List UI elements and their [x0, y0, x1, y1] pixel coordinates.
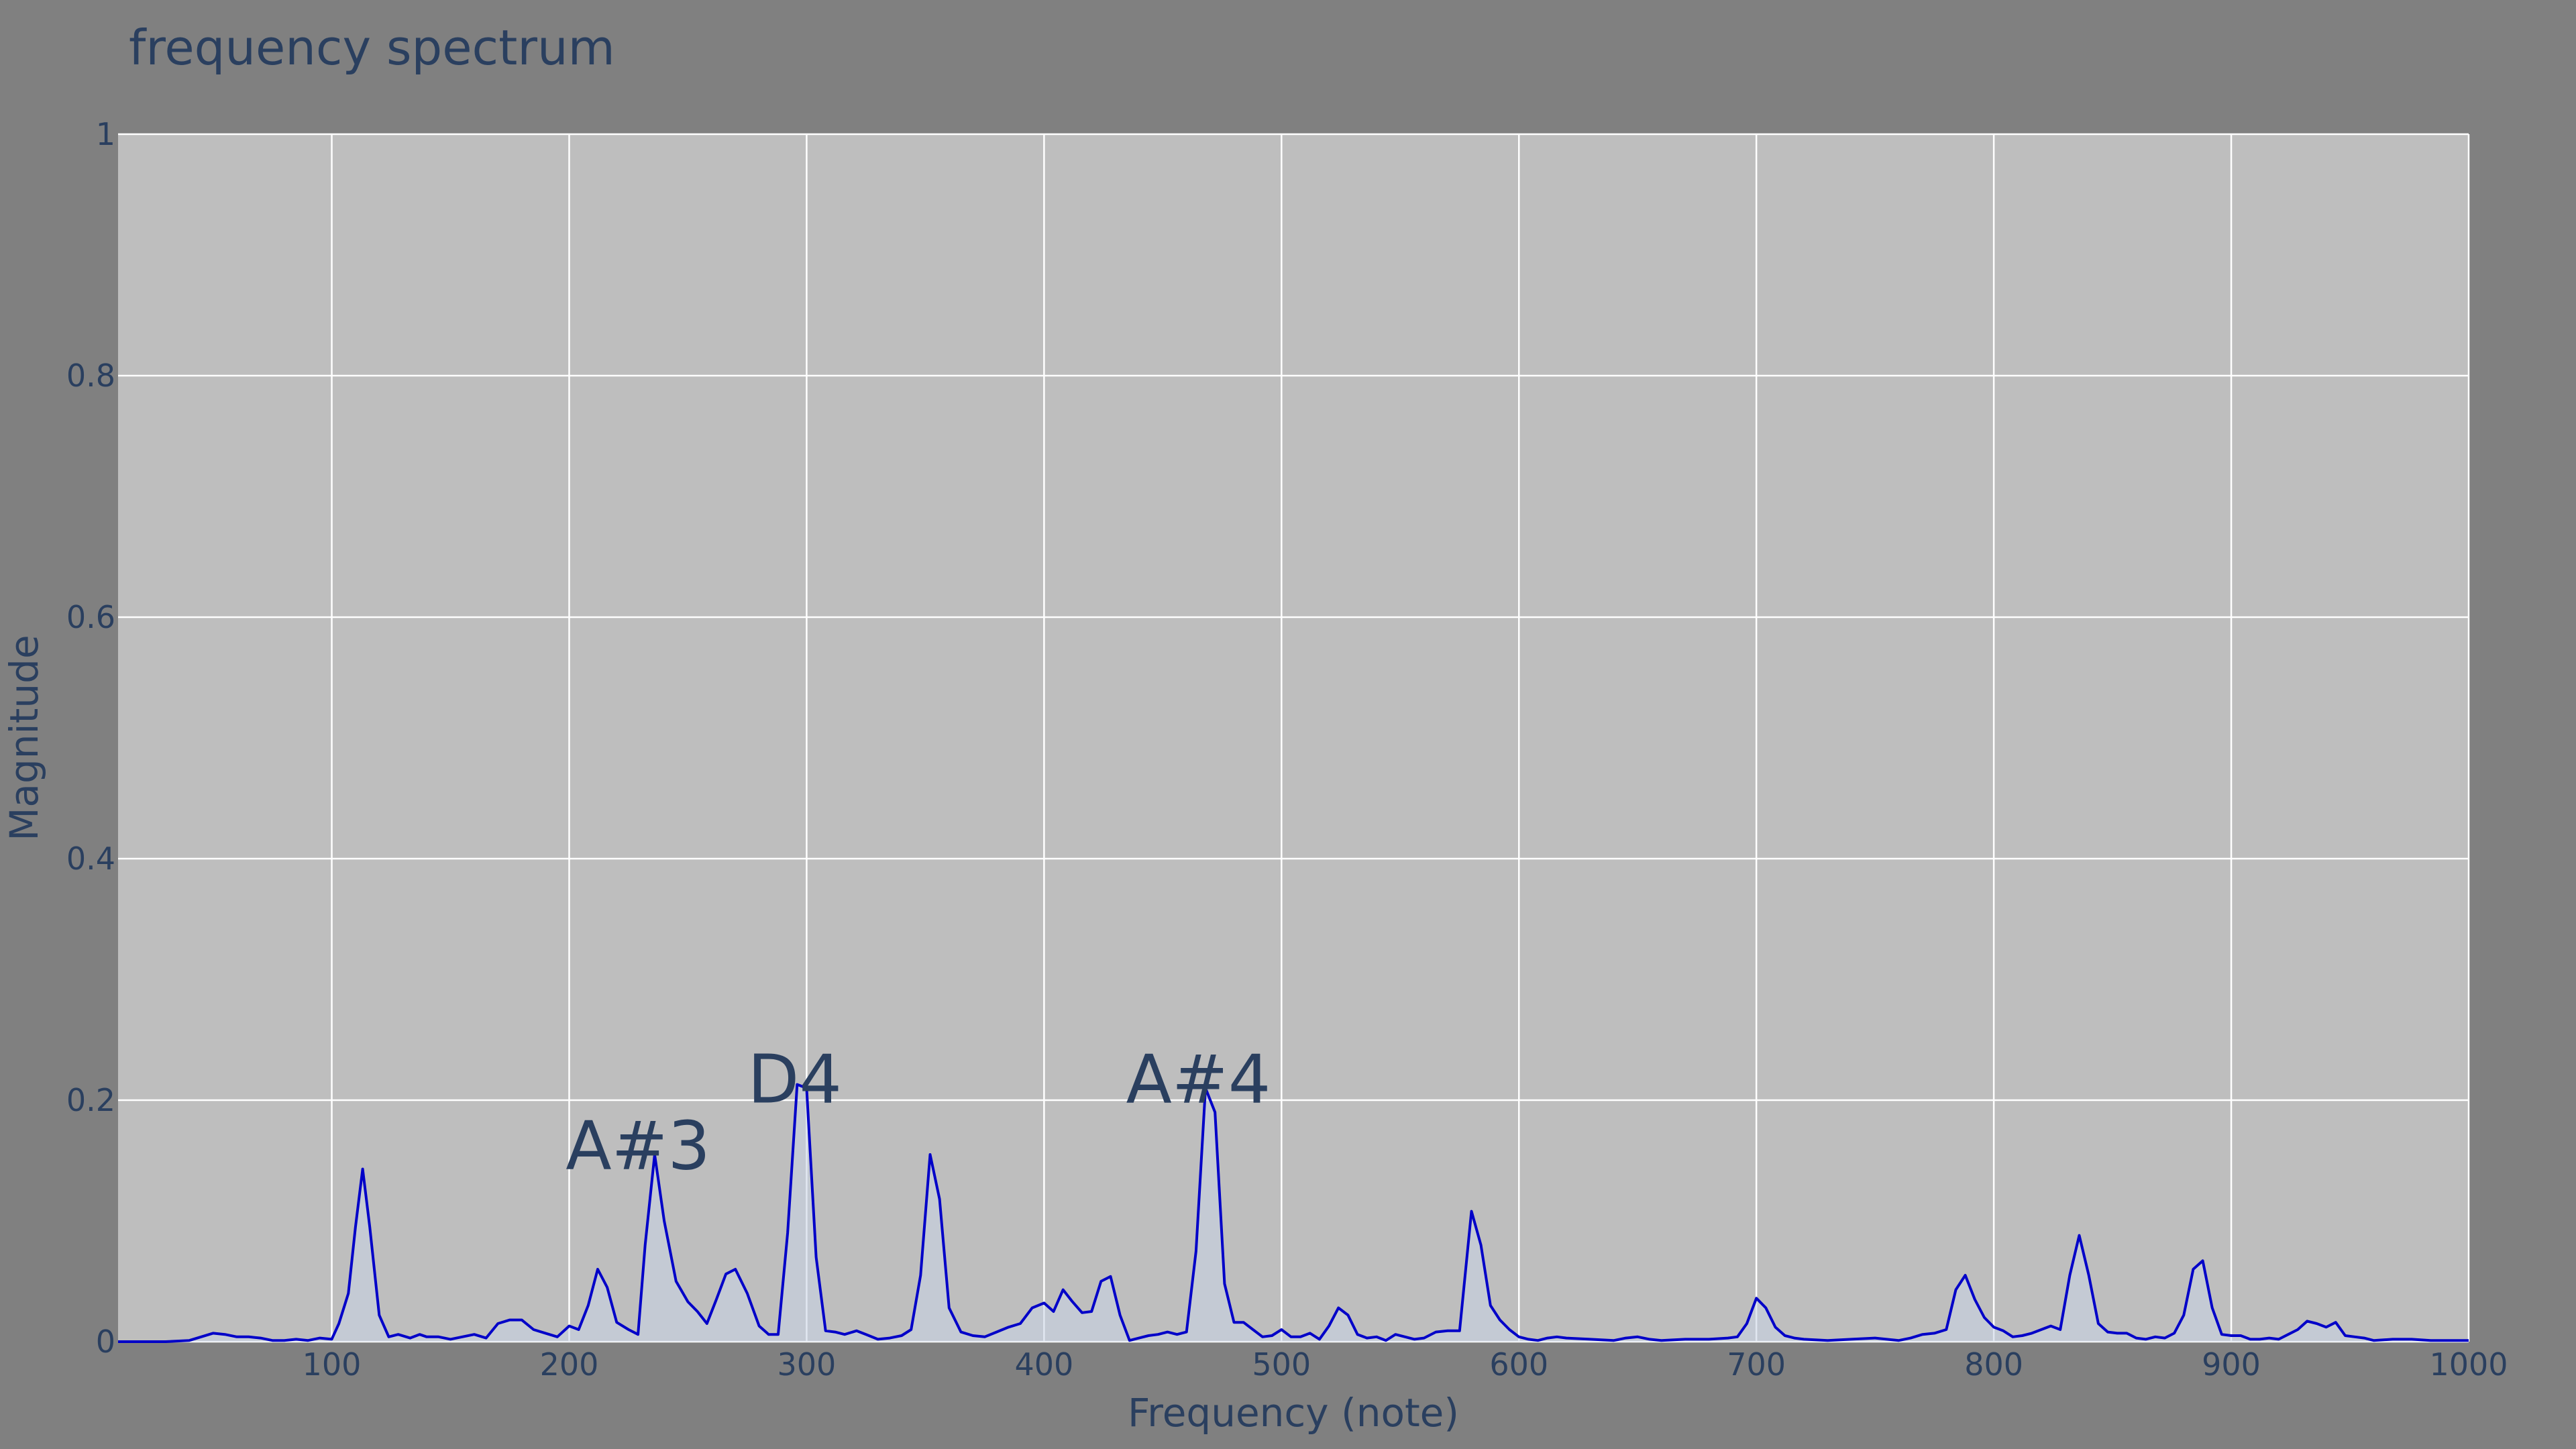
series-area-fill	[118, 1084, 2469, 1342]
plot-area	[118, 134, 2469, 1342]
x-tick-label: 400	[1014, 1346, 1073, 1383]
peak-annotation: A#4	[1126, 1040, 1271, 1119]
peak-annotation: A#3	[566, 1107, 710, 1185]
x-tick-label: 600	[1489, 1346, 1548, 1383]
peak-annotation: D4	[747, 1040, 842, 1119]
x-tick-label: 300	[777, 1346, 837, 1383]
y-tick-label: 0	[96, 1324, 115, 1360]
x-tick-label: 700	[1727, 1346, 1786, 1383]
y-axis-ticks: 0 0.2 0.4 0.6 0.8 1	[66, 116, 115, 1360]
x-tick-label: 100	[303, 1346, 362, 1383]
x-tick-label: 1000	[2429, 1346, 2508, 1383]
chart-title: frequency spectrum	[129, 19, 615, 76]
x-tick-label: 800	[1964, 1346, 2023, 1383]
x-tick-label: 900	[2202, 1346, 2261, 1383]
annotations-layer: A#3 D4 A#4	[566, 1040, 1271, 1185]
series-layer	[118, 1083, 2469, 1343]
y-tick-label: 0.2	[66, 1082, 115, 1118]
y-tick-label: 0.6	[66, 599, 115, 635]
y-tick-label: 0.8	[66, 358, 115, 394]
x-axis-label: Frequency (note)	[1128, 1390, 1459, 1436]
x-axis-ticks: 100 200 300 400 500 600 700 800 900 1000	[303, 1346, 2508, 1383]
y-tick-label: 0.4	[66, 841, 115, 877]
y-tick-label: 1	[96, 116, 115, 152]
y-axis-label: Magnitude	[1, 635, 47, 841]
x-tick-label: 500	[1252, 1346, 1311, 1383]
series-line	[118, 1083, 2469, 1343]
x-tick-label: 200	[540, 1346, 599, 1383]
